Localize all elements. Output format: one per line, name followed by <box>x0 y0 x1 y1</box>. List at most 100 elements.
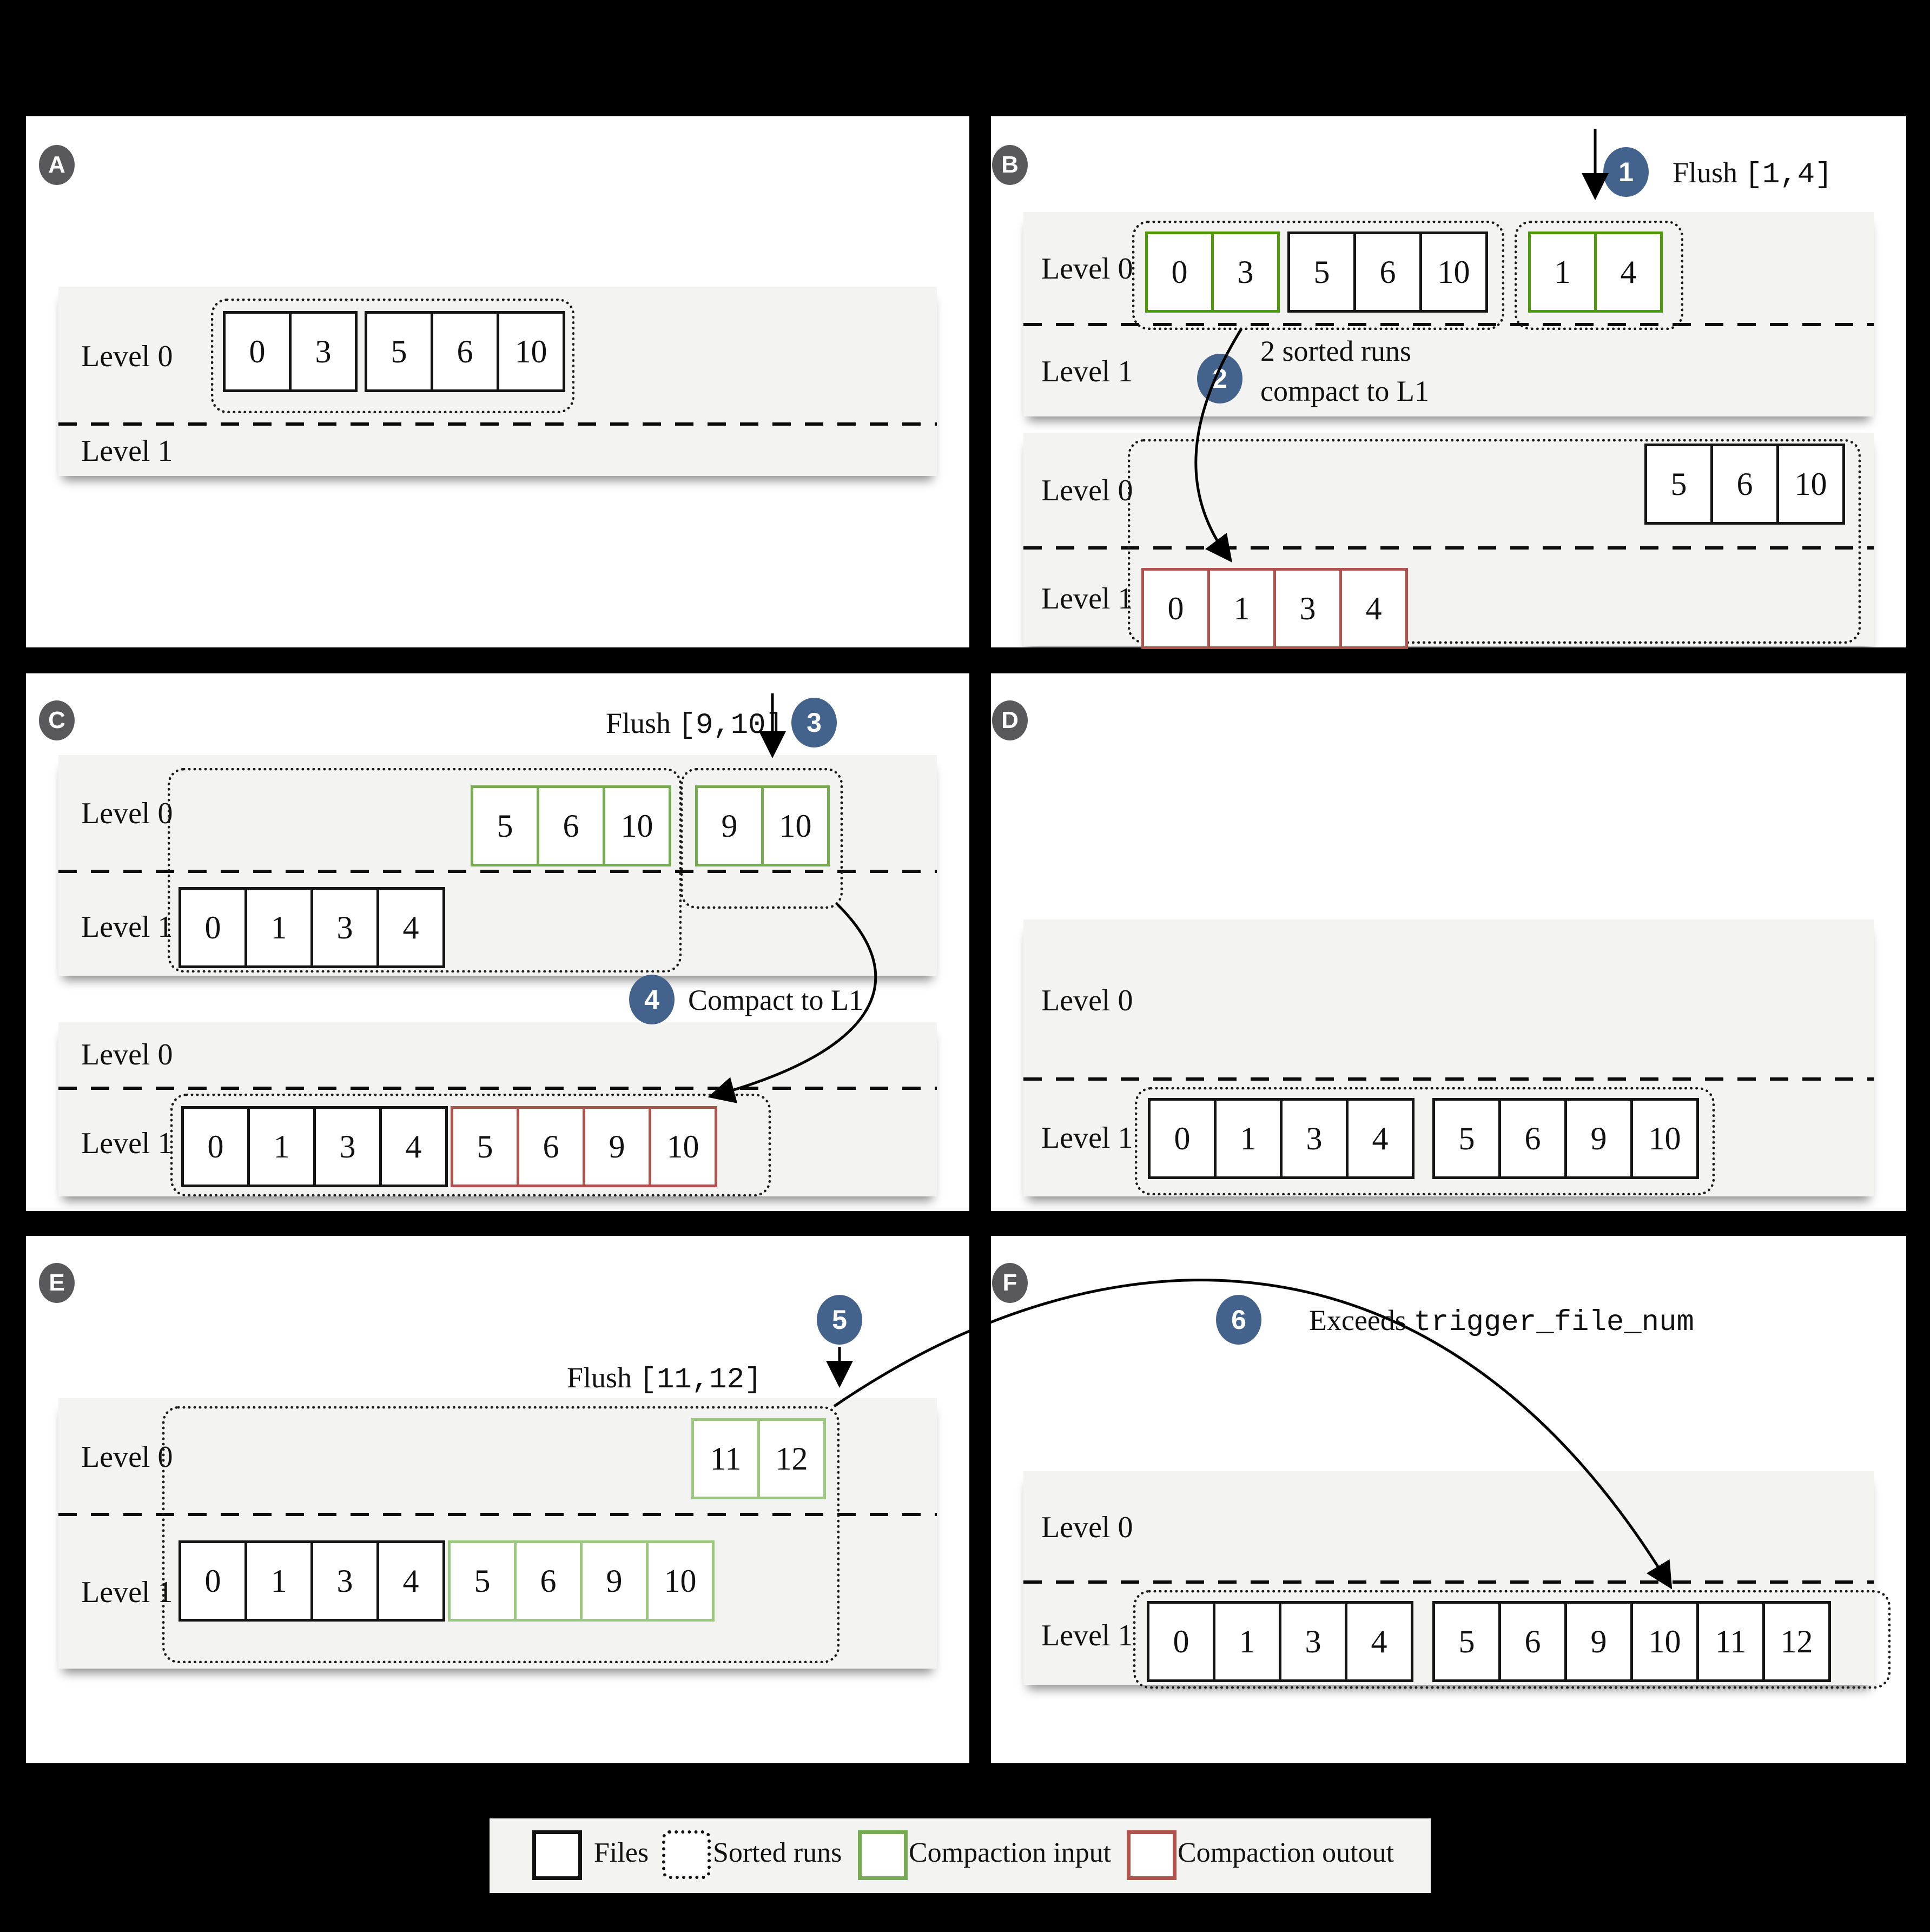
file-cell: 10 <box>603 785 671 866</box>
file-cell: 3 <box>310 887 379 968</box>
flush-word: Flush <box>1673 156 1738 189</box>
file-cell: 1 <box>244 887 313 968</box>
panel-a-level0-label: Level 0 <box>81 340 173 373</box>
panel-d-badge: D <box>992 700 1028 740</box>
file-cell: 6 <box>1498 1098 1567 1179</box>
legend-compaction-output-swatch <box>1127 1830 1176 1880</box>
file-cell: 12 <box>757 1418 826 1499</box>
trigger-file-num-code: trigger_file_num <box>1413 1306 1694 1339</box>
file-cell: 10 <box>649 1106 717 1187</box>
file-cell: 9 <box>583 1106 651 1187</box>
flush-11-12-annotation: Flush [11,12] <box>567 1361 762 1397</box>
file-group: 5 6 9 10 <box>448 1540 715 1622</box>
panel-b-upper-level1-label: Level 1 <box>1041 355 1133 388</box>
panel-f-badge-label: F <box>1002 1269 1017 1296</box>
file-group: 5 6 10 <box>471 785 671 866</box>
flush-word: Flush <box>606 707 671 739</box>
file-cell: 1 <box>1207 568 1276 649</box>
file-cell: 12 <box>1762 1601 1831 1682</box>
file-group: 5 6 9 10 <box>451 1106 717 1187</box>
step-4-text: Compact to L1 <box>688 984 863 1016</box>
step-2-text-line1: 2 sorted runs <box>1260 335 1411 367</box>
file-cell: 5 <box>471 785 539 866</box>
panel-c-lower-level1-label: Level 1 <box>81 1127 173 1160</box>
panel-c-upper-level1-label: Level 1 <box>81 910 173 944</box>
step-4-number: 4 <box>644 984 659 1015</box>
flush-1-4-annotation: Flush [1,4] <box>1673 156 1833 191</box>
flush-range: [9,10] <box>678 709 783 742</box>
file-cell: 0 <box>1145 231 1214 313</box>
file-cell: 6 <box>517 1106 585 1187</box>
file-cell: 9 <box>1564 1601 1633 1682</box>
flush-range: [11,12] <box>639 1364 762 1397</box>
panel-f-badge: F <box>992 1263 1028 1303</box>
file-cell: 1 <box>1214 1098 1283 1179</box>
file-cell: 5 <box>1287 231 1356 313</box>
file-cell: 5 <box>365 311 433 392</box>
flush-word: Flush <box>567 1361 632 1394</box>
panel-d-l1-run-outline <box>1135 1087 1715 1195</box>
file-group: 5 6 10 <box>1287 231 1488 313</box>
flush-range: [1,4] <box>1744 158 1833 191</box>
file-cell: 5 <box>1644 444 1713 525</box>
step-3-marker: 3 <box>791 698 837 747</box>
panel-a-badge: A <box>39 145 75 185</box>
panel-c-badge: C <box>39 700 75 740</box>
file-cell: 6 <box>1353 231 1422 313</box>
panel-e-badge-label: E <box>49 1269 65 1296</box>
panel-c-sorted-run-outline <box>168 768 682 972</box>
file-cell: 5 <box>1432 1098 1501 1179</box>
panel-b-l1-run-outline <box>1128 439 1861 644</box>
panel-c-upper-level0-label: Level 0 <box>81 797 173 830</box>
step-1-marker: 1 <box>1603 147 1649 197</box>
step-2-marker: 2 <box>1197 354 1242 403</box>
exceeds-trigger-annotation: Exceeds trigger_file_num <box>1309 1304 1694 1339</box>
legend-compaction-input-label: Compaction input <box>909 1837 1112 1868</box>
panel-f-level1-label: Level 1 <box>1041 1619 1133 1652</box>
step-5-marker: 5 <box>817 1295 862 1345</box>
file-cell: 0 <box>1147 1601 1215 1682</box>
file-group: 9 10 <box>695 785 830 866</box>
panel-f-level-divider <box>1023 1580 1874 1584</box>
file-cell: 4 <box>379 1106 448 1187</box>
file-cell: 3 <box>310 1540 379 1622</box>
file-cell: 4 <box>1594 231 1663 313</box>
file-cell: 5 <box>451 1106 519 1187</box>
panel-c-l1-run-outline <box>170 1094 771 1196</box>
file-cell: 10 <box>1630 1601 1699 1682</box>
step-6-marker: 6 <box>1216 1295 1261 1345</box>
panel-c-badge-label: C <box>48 707 65 733</box>
file-cell: 6 <box>514 1540 583 1622</box>
panel-a-level-divider <box>58 422 937 426</box>
panel-b-lower-divider <box>1023 546 1874 550</box>
file-cell: 10 <box>1419 231 1488 313</box>
panel-f-l1-run-outline <box>1133 1590 1891 1689</box>
legend-files-swatch <box>532 1830 582 1880</box>
legend-sorted-runs-label: Sorted runs <box>713 1837 842 1868</box>
file-cell: 3 <box>289 311 358 392</box>
file-cell: 6 <box>431 311 499 392</box>
file-group: 11 12 <box>691 1418 826 1499</box>
panel-a-sorted-run-outline <box>211 299 574 413</box>
file-group: 5 6 10 <box>1644 444 1845 525</box>
panel-b-upper-level0-label: Level 0 <box>1041 252 1133 286</box>
file-cell: 3 <box>1273 568 1342 649</box>
file-cell: 1 <box>244 1540 313 1622</box>
exceeds-word: Exceeds <box>1309 1304 1406 1336</box>
file-cell: 0 <box>1148 1098 1217 1179</box>
step-4-marker: 4 <box>629 975 675 1024</box>
file-cell: 4 <box>1339 568 1408 649</box>
file-cell: 10 <box>646 1540 715 1622</box>
file-cell: 10 <box>497 311 565 392</box>
step-1-number: 1 <box>1618 157 1634 187</box>
step-6-number: 6 <box>1231 1305 1246 1335</box>
panel-b-sorted-run-outline <box>1132 221 1504 330</box>
panel-d-badge-label: D <box>1001 707 1019 733</box>
file-cell: 0 <box>181 1106 250 1187</box>
